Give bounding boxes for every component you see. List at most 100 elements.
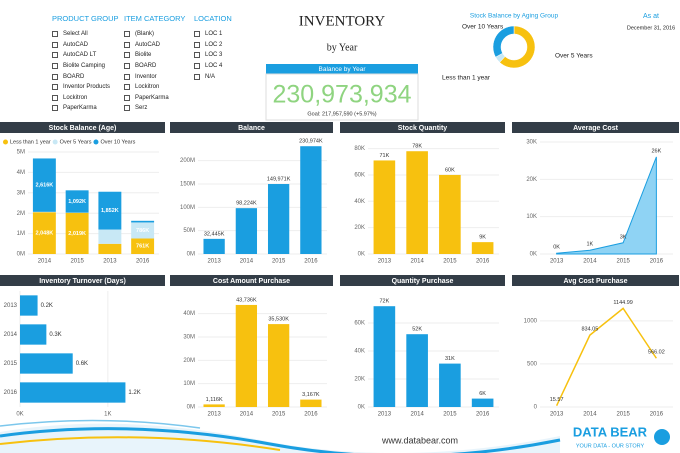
filter-label: BOARD	[63, 73, 85, 80]
x-tick-label: 2014	[240, 259, 254, 265]
x-tick-label: 2015	[272, 259, 286, 265]
checkbox[interactable]	[124, 73, 130, 80]
y-tick-label: 0	[534, 405, 538, 411]
y-tick-label: 0M	[187, 252, 195, 258]
checkbox[interactable]	[194, 31, 200, 38]
x-tick-label: 2013	[550, 259, 564, 265]
bar	[235, 304, 258, 407]
logo-text: DATA BEAR	[573, 424, 648, 439]
panel-header	[170, 275, 333, 286]
chart-title: Quantity Purchase	[392, 278, 454, 285]
filter-item[interactable]: N/A	[194, 71, 232, 82]
filter-item[interactable]: LOC 1	[194, 29, 232, 40]
checkbox[interactable]	[194, 63, 200, 70]
filter-heading: ITEM CATEGORY	[124, 14, 186, 23]
bar	[373, 306, 396, 407]
logo-tagline: YOUR DATA - OUR STORY	[576, 443, 645, 449]
checkbox[interactable]	[124, 52, 130, 59]
checkbox[interactable]	[194, 52, 200, 59]
checkbox[interactable]	[52, 31, 58, 38]
x-tick-label: 2015	[272, 412, 286, 418]
filter-item[interactable]: LOC 3	[194, 50, 232, 61]
filter-label: Inventor	[135, 73, 157, 80]
checkbox[interactable]	[194, 73, 200, 80]
x-tick-label: 2013	[103, 259, 117, 265]
filter-item[interactable]: Select All	[52, 29, 119, 40]
data-label: 78K	[412, 144, 422, 150]
y-tick-label: 20K	[526, 177, 537, 183]
data-label: 32,445K	[204, 231, 225, 237]
y-tick-label: 200M	[180, 158, 195, 164]
filter-item[interactable]: Inventor	[124, 71, 185, 82]
legend-label: Less than 1 year	[10, 139, 51, 145]
panel-header	[0, 275, 165, 286]
bar	[235, 208, 258, 254]
data-label: 1,092K	[68, 199, 86, 205]
panel-header	[170, 122, 333, 133]
footer-wave	[0, 419, 201, 429]
checkbox[interactable]	[52, 52, 58, 59]
checkbox[interactable]	[52, 73, 58, 80]
bar-segment	[32, 212, 56, 254]
bar-segment	[65, 190, 89, 213]
filter-item[interactable]: Inventor Products	[52, 82, 119, 93]
checkbox[interactable]	[52, 105, 58, 112]
chart-title: Stock Balance by Aging Group	[470, 13, 559, 20]
filter-item[interactable]: PaperKarma	[124, 93, 185, 104]
filter-item[interactable]: AutoCAD	[124, 40, 185, 51]
filter-label: BOARD	[135, 63, 157, 70]
filter-item[interactable]: BOARD	[52, 71, 119, 82]
bar	[439, 363, 461, 407]
y-tick-label: 60K	[354, 173, 365, 179]
filter-item[interactable]: PaperKarma	[52, 103, 119, 114]
filter-item[interactable]: LOC 2	[194, 40, 232, 51]
checkbox[interactable]	[52, 94, 58, 101]
x-tick-label: 2013	[378, 412, 392, 418]
filter-item[interactable]: Biolite Camping	[52, 61, 119, 72]
filter-item[interactable]: Lockitron	[52, 93, 119, 104]
checkbox[interactable]	[124, 63, 130, 70]
y-tick-label: 20K	[354, 225, 365, 231]
filter-label: LOC 1	[205, 31, 223, 38]
x-tick-label: 2015	[70, 259, 84, 265]
footer-wave	[0, 436, 281, 451]
checkbox[interactable]	[124, 84, 130, 91]
data-label: 1144.99	[613, 300, 632, 306]
kpi-goal: Goal: 217,957,590 (+5.97%)	[307, 111, 376, 117]
filter-label: LOC 4	[205, 63, 223, 70]
filter-item[interactable]: LOC 4	[194, 61, 232, 72]
y-tick-label: 1000	[524, 318, 538, 324]
filter-item[interactable]: AutoCAD LT	[52, 50, 119, 61]
x-tick-label: 2014	[240, 412, 254, 418]
filter-item[interactable]: Serz	[124, 103, 185, 114]
checkbox[interactable]	[52, 84, 58, 91]
y-tick-label: 50M	[183, 228, 195, 234]
filter-item[interactable]: AutoCAD	[52, 40, 119, 51]
filter-item[interactable]: (Blank)	[124, 29, 185, 40]
bar-segment	[131, 222, 155, 239]
pie-label: Less than 1 year	[442, 75, 491, 82]
filter-item[interactable]: Biolite	[124, 50, 185, 61]
checkbox[interactable]	[52, 41, 58, 48]
checkbox[interactable]	[52, 63, 58, 70]
checkbox[interactable]	[124, 31, 130, 38]
checkbox[interactable]	[124, 105, 130, 112]
footer-url: www.databear.com	[381, 435, 458, 445]
checkbox[interactable]	[194, 41, 200, 48]
filter-heading: PRODUCT GROUP	[52, 14, 119, 23]
checkbox[interactable]	[124, 41, 130, 48]
filter-item[interactable]: Lockitron	[124, 82, 185, 93]
y-tick-label: 0M	[187, 405, 195, 411]
checkbox[interactable]	[124, 94, 130, 101]
kpi-title: Balance by Year	[319, 66, 367, 73]
footer-wave	[0, 423, 560, 453]
filter-label: Biolite	[135, 52, 152, 59]
filter-label: Biolite Camping	[63, 63, 106, 70]
filter-item[interactable]: BOARD	[124, 61, 185, 72]
data-label: 98,224K	[236, 201, 257, 207]
y-tick-label: 500	[527, 362, 538, 368]
bar	[203, 404, 225, 407]
bar	[471, 242, 494, 254]
filter-label: (Blank)	[135, 31, 155, 38]
